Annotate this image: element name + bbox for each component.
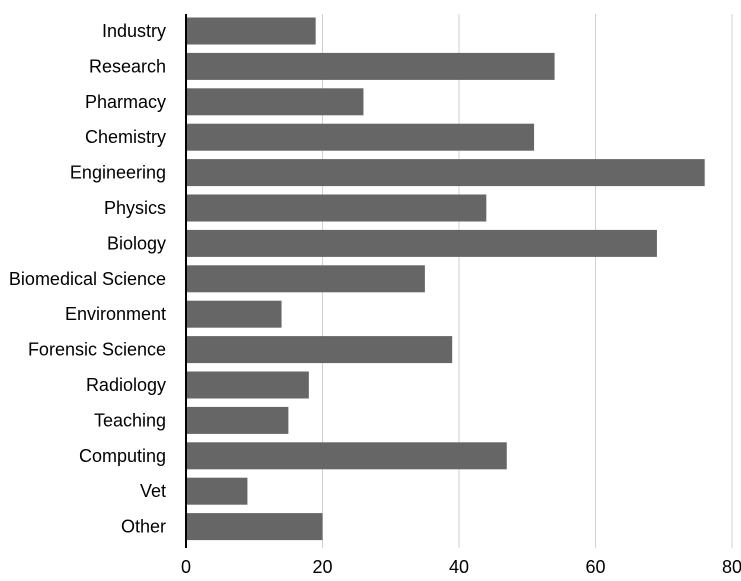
bars xyxy=(186,17,705,541)
category-label: Computing xyxy=(79,446,166,466)
category-label: Pharmacy xyxy=(85,92,166,112)
category-label: Chemistry xyxy=(85,127,166,147)
x-tick-label: 40 xyxy=(449,557,469,577)
x-tick-labels: 0 20 40 60 80 xyxy=(181,557,741,577)
x-tick-label: 0 xyxy=(181,557,191,577)
bar xyxy=(186,371,309,399)
category-label: Industry xyxy=(102,21,166,41)
x-tick-label: 80 xyxy=(722,557,741,577)
category-label: Biomedical Science xyxy=(9,269,166,289)
bar xyxy=(186,300,282,328)
bar xyxy=(186,513,323,541)
bar xyxy=(186,406,289,434)
category-label: Physics xyxy=(104,198,166,218)
bar xyxy=(186,229,657,257)
category-label: Environment xyxy=(65,304,166,324)
bar xyxy=(186,336,453,364)
category-label: Vet xyxy=(140,481,166,501)
bar xyxy=(186,442,507,470)
category-label: Teaching xyxy=(94,410,166,430)
bar xyxy=(186,477,248,505)
category-label: Other xyxy=(121,517,166,537)
bar xyxy=(186,17,316,45)
category-label: Engineering xyxy=(70,163,166,183)
category-labels: Industry Research Pharmacy Chemistry Enginee… xyxy=(9,21,166,537)
bar xyxy=(186,88,364,116)
category-label: Biology xyxy=(107,233,166,253)
bar xyxy=(186,265,425,293)
category-label: Radiology xyxy=(86,375,166,395)
x-tick-label: 20 xyxy=(312,557,332,577)
x-tick-label: 60 xyxy=(585,557,605,577)
category-label: Forensic Science xyxy=(28,340,166,360)
bar xyxy=(186,123,535,151)
bar xyxy=(186,159,705,187)
bar xyxy=(186,194,487,222)
bar xyxy=(186,52,555,80)
category-label: Research xyxy=(89,56,166,76)
